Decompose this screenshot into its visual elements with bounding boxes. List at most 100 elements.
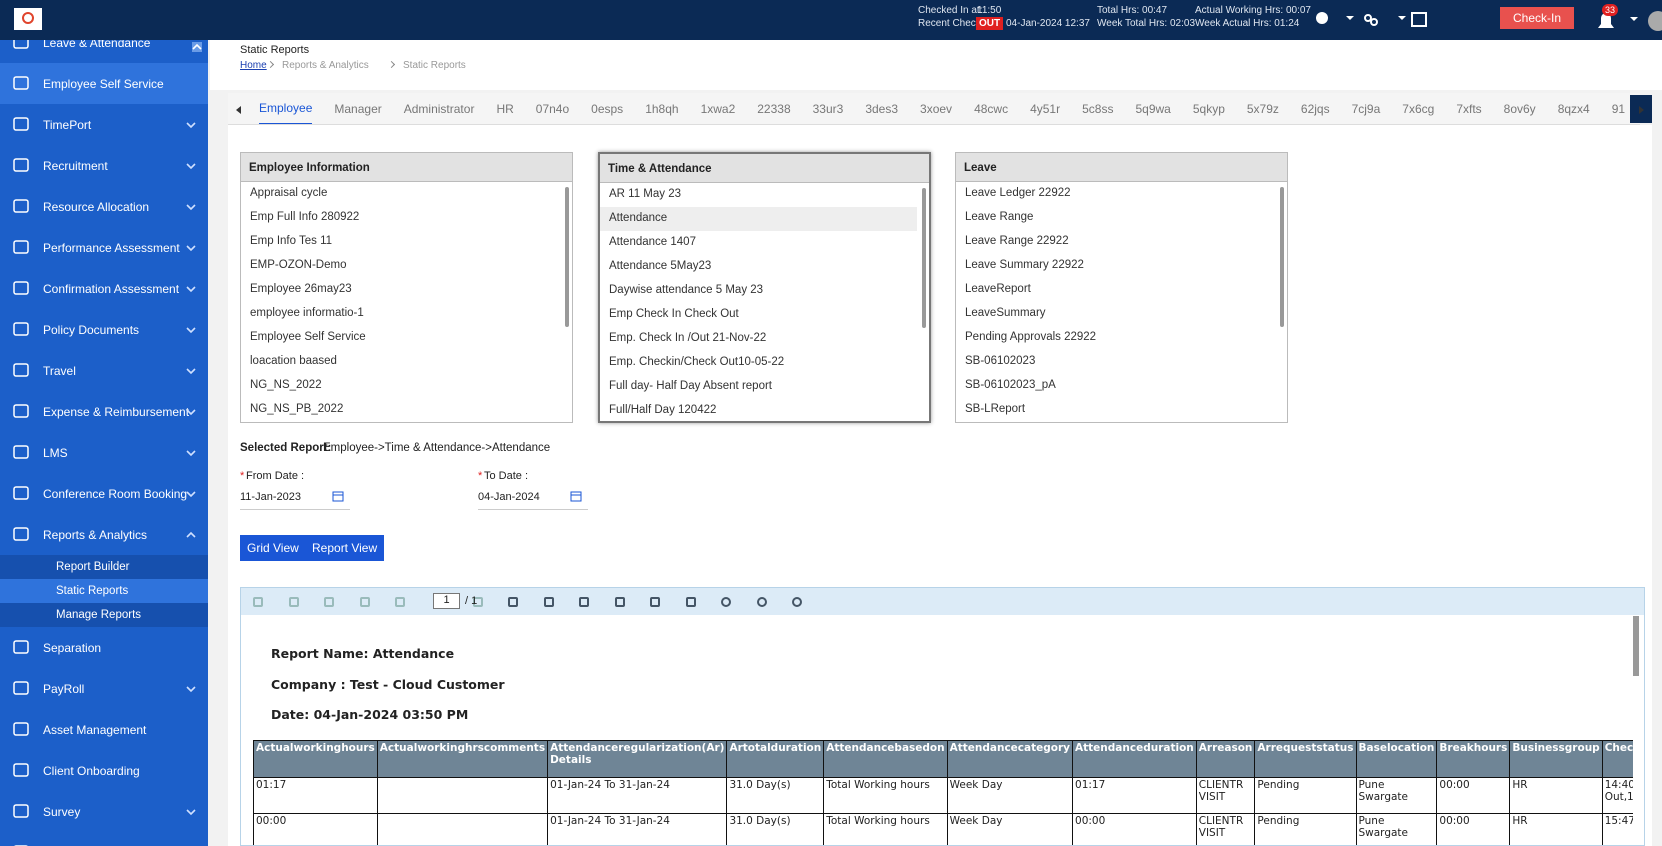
sidebar-item[interactable]: Confirmation Assessment xyxy=(0,268,208,309)
report-item[interactable]: NG_NS_2022 xyxy=(241,374,560,398)
report-item[interactable]: Full day- Half Day Absent report xyxy=(600,375,917,399)
header-icons[interactable] xyxy=(1310,9,1430,31)
report-item[interactable]: Emp. Check In /Out 21-Nov-22 xyxy=(600,327,917,351)
page-input[interactable]: 1 xyxy=(433,593,460,609)
grid-view-button[interactable]: Grid View xyxy=(240,535,306,561)
check-in-button[interactable]: Check-In xyxy=(1500,7,1574,29)
report-item[interactable]: AR 11 May 23 xyxy=(600,183,917,207)
report-tab[interactable]: 8qzx4 xyxy=(1558,94,1590,124)
report-item[interactable]: LeaveReport xyxy=(956,278,1275,302)
report-item[interactable]: Leave Ledger 22922 xyxy=(956,182,1275,206)
sidebar-subitem[interactable]: Report Builder xyxy=(0,555,208,579)
breadcrumb-link[interactable]: Home xyxy=(240,60,267,71)
report-item[interactable]: SB-06102023 xyxy=(956,350,1275,374)
report-tab[interactable]: 62jqs xyxy=(1301,94,1330,124)
toolbar-button[interactable] xyxy=(324,597,334,607)
report-tab[interactable]: 22338 xyxy=(757,94,790,124)
report-item[interactable]: Attendance 5May23 xyxy=(600,255,917,279)
report-item[interactable]: EMP-OZON-Demo xyxy=(241,254,560,278)
report-item[interactable]: NG_NS_PB_2022 xyxy=(241,398,560,422)
sidebar-item[interactable]: Resource Allocation xyxy=(0,186,208,227)
sidebar-item[interactable]: TimePort xyxy=(0,104,208,145)
report-tab[interactable]: 5q9wa xyxy=(1135,94,1170,124)
sidebar-item[interactable]: Policy Documents xyxy=(0,309,208,350)
sidebar-item[interactable]: Leave & Attendance xyxy=(0,40,208,63)
report-tab[interactable]: Administrator xyxy=(404,94,475,124)
report-item[interactable]: Pending Approvals 22922 xyxy=(956,326,1275,350)
report-item[interactable]: Employee Self Service xyxy=(241,326,560,350)
toolbar-button[interactable] xyxy=(579,597,589,607)
toolbar-button[interactable] xyxy=(757,597,767,607)
report-tab[interactable]: 7cj9a xyxy=(1352,94,1381,124)
report-item[interactable]: Emp Info Tes 11 xyxy=(241,230,560,254)
toolbar-button[interactable] xyxy=(360,597,370,607)
report-item[interactable]: Emp. Checkin/Check Out10-05-22 xyxy=(600,351,917,375)
toolbar-button[interactable] xyxy=(650,597,660,607)
report-tab[interactable]: 91 xyxy=(1612,94,1625,124)
report-tab[interactable]: 8ov6y xyxy=(1504,94,1536,124)
sidebar-item[interactable]: LMS xyxy=(0,432,208,473)
report-tab[interactable]: HR xyxy=(496,94,513,124)
report-tab[interactable]: 33ur3 xyxy=(813,94,844,124)
report-item[interactable]: Appraisal cycle xyxy=(241,182,560,206)
report-tab[interactable]: 48cwc xyxy=(974,94,1008,124)
sidebar-item[interactable]: Asset Management xyxy=(0,709,208,750)
report-item[interactable]: loacation baased xyxy=(241,350,560,374)
report-tab[interactable]: Employee xyxy=(259,93,312,125)
sidebar-item[interactable]: Performance Assessment xyxy=(0,227,208,268)
toolbar-button[interactable] xyxy=(253,597,263,607)
report-item[interactable]: Attendance 1407 xyxy=(600,231,917,255)
report-item[interactable]: Leave Range xyxy=(956,206,1275,230)
tab-scroll-arrow[interactable] xyxy=(1630,95,1652,123)
from-date-input[interactable]: 11-Jan-2023 xyxy=(240,486,350,510)
report-item[interactable]: Leave Summary 22922 xyxy=(956,254,1275,278)
report-tab[interactable]: Manager xyxy=(334,94,381,124)
toolbar-button[interactable] xyxy=(792,597,802,607)
to-date-input[interactable]: 04-Jan-2024 xyxy=(478,486,588,510)
sidebar-item[interactable]: Conference Room Booking xyxy=(0,473,208,514)
sidebar-subitem[interactable]: Static Reports xyxy=(0,579,208,603)
sidebar-item[interactable]: Reports & Analytics xyxy=(0,514,208,555)
report-item[interactable]: Employee 26may23 xyxy=(241,278,560,302)
sidebar-item[interactable]: Survey xyxy=(0,791,208,832)
report-view-button[interactable]: Report View xyxy=(305,535,384,561)
report-tab[interactable]: 3des3 xyxy=(865,94,898,124)
sidebar-item[interactable]: Client Onboarding xyxy=(0,750,208,791)
toolbar-button[interactable] xyxy=(289,597,299,607)
report-item[interactable]: Full/Half Day 120422 xyxy=(600,399,917,423)
sidebar-item[interactable]: Travel xyxy=(0,350,208,391)
sidebar-item[interactable]: ESS xyxy=(0,832,208,846)
toolbar-button[interactable] xyxy=(544,597,554,607)
report-item[interactable]: Emp Full Info 280922 xyxy=(241,206,560,230)
report-item[interactable]: SB-LReport xyxy=(956,398,1275,422)
toolbar-button[interactable] xyxy=(615,597,625,607)
report-tab[interactable]: 7xfts xyxy=(1456,94,1481,124)
report-tab[interactable]: 1h8qh xyxy=(645,94,678,124)
sidebar-item[interactable]: Separation xyxy=(0,627,208,668)
sidebar-item[interactable]: Employee Self Service xyxy=(0,63,208,104)
report-tab[interactable]: 3xoev xyxy=(920,94,952,124)
report-tab[interactable]: 5qkyp xyxy=(1193,94,1225,124)
report-tab[interactable]: 07n4o xyxy=(536,94,569,124)
report-tab[interactable]: 1xwa2 xyxy=(701,94,736,124)
report-tab[interactable]: 4y51r xyxy=(1030,94,1060,124)
toolbar-button[interactable] xyxy=(686,597,696,607)
report-item[interactable]: Emp Check In Check Out xyxy=(600,303,917,327)
report-item[interactable]: Leave Range 22922 xyxy=(956,230,1275,254)
report-item[interactable]: SB-06102023_pA xyxy=(956,374,1275,398)
report-item[interactable]: LeaveSummary xyxy=(956,302,1275,326)
toolbar-button[interactable] xyxy=(721,597,731,607)
report-tab[interactable]: 7x6cg xyxy=(1402,94,1434,124)
sidebar-item[interactable]: Expense & Reimbursement xyxy=(0,391,208,432)
sidebar-subitem[interactable]: Manage Reports xyxy=(0,603,208,627)
sidebar-item[interactable]: PayRoll xyxy=(0,668,208,709)
report-tab[interactable]: 0esps xyxy=(591,94,623,124)
report-item[interactable]: Daywise attendance 5 May 23 xyxy=(600,279,917,303)
toolbar-button[interactable] xyxy=(395,597,405,607)
report-tab[interactable]: 5c8ss xyxy=(1082,94,1113,124)
report-tab[interactable]: 5x79z xyxy=(1247,94,1279,124)
tab-scroll-arrow[interactable] xyxy=(228,95,250,123)
sidebar-item[interactable]: Recruitment xyxy=(0,145,208,186)
report-item[interactable]: employee informatio-1 xyxy=(241,302,560,326)
toolbar-button[interactable] xyxy=(508,597,518,607)
